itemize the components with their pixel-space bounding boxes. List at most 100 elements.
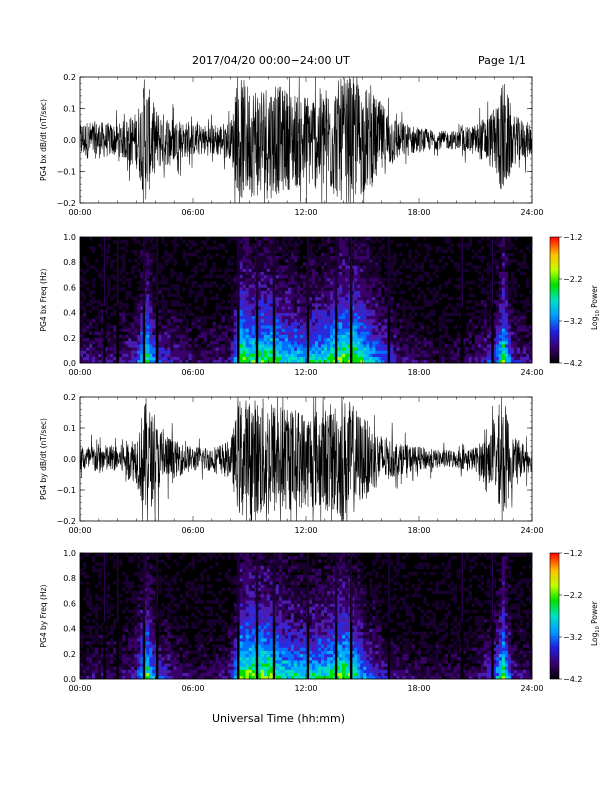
spectrogram-cell (86, 593, 90, 598)
spectrogram-cell (110, 656, 114, 661)
spectrogram-cell (257, 265, 262, 269)
spectrogram-cell (251, 271, 256, 276)
spectrogram-cell (146, 322, 150, 326)
spectrogram-cell (263, 309, 268, 313)
spectrogram-cell (146, 666, 150, 670)
spectrogram-cell (366, 287, 370, 291)
spectrogram-cell (324, 255, 328, 260)
spectrogram-cell (384, 359, 388, 364)
spectrogram-cell (327, 312, 331, 317)
spectrogram-cell (381, 281, 385, 285)
spectrogram-cell (408, 325, 412, 329)
spectrogram-cell (80, 660, 84, 664)
spectrogram-cell (417, 322, 421, 326)
spectrogram-cell (158, 350, 162, 354)
spectrogram-cell (315, 334, 319, 339)
spectrogram-cell (381, 337, 385, 342)
spectrogram-cell (492, 312, 497, 317)
spectrogram-cell (396, 347, 400, 351)
spectrogram-cell (164, 340, 168, 345)
spectrogram-cell (230, 334, 234, 339)
spectrogram-cell (357, 325, 361, 329)
spectrogram-cell (164, 312, 168, 317)
spectrogram-cell (321, 334, 325, 339)
spectrogram-cell (444, 293, 448, 298)
spectrogram-cell (381, 252, 385, 257)
spectrogram-cell (131, 628, 135, 633)
spectrogram-cell (170, 325, 174, 329)
spectrogram-cell (104, 593, 108, 598)
spectrogram-cell (330, 359, 334, 364)
spectrogram-cell (86, 325, 90, 329)
spectrogram-cell (251, 328, 256, 332)
spectrogram-cell (113, 669, 117, 673)
spectrogram-cell (239, 340, 244, 345)
spectrogram-cell (158, 315, 162, 320)
spectrogram-cell (101, 622, 105, 626)
spectrogram-cell (248, 347, 253, 351)
spectrogram-cell (345, 325, 349, 329)
spectrogram-cell (399, 296, 403, 301)
spectrogram-cell (203, 356, 207, 361)
spectrogram-cell (417, 296, 421, 301)
spectrogram-cell (92, 277, 96, 282)
spectrogram-cell (140, 609, 144, 614)
spectrogram-cell (134, 315, 138, 320)
spectrogram-cell (194, 296, 198, 301)
spectrogram-cell (125, 240, 129, 244)
spectrogram-cell (296, 290, 301, 294)
spectrogram-cell (146, 281, 150, 285)
spectrogram-cell (351, 328, 355, 332)
spectrogram-cell (360, 296, 364, 301)
spectrogram-cell (345, 237, 349, 241)
spectrogram-cell (224, 356, 228, 361)
spectrogram-cell (354, 293, 358, 298)
spectrogram-cell (248, 303, 253, 307)
spectrogram-cell (501, 265, 506, 269)
spectrogram-cell (324, 315, 328, 320)
spectrogram-cell (212, 340, 216, 345)
spectrogram-cell (137, 593, 141, 598)
spectrogram-cell (128, 647, 132, 651)
spectrogram-cell (426, 271, 430, 276)
spectrogram-cell (122, 625, 126, 629)
spectrogram-cell (357, 309, 361, 313)
spectrogram-cell (98, 656, 102, 661)
spectrogram-cell (510, 325, 515, 329)
spectrogram-cell (167, 318, 171, 323)
spectrogram-cell (390, 347, 394, 351)
spectrogram-cell (173, 337, 177, 342)
spectrogram-cell (119, 306, 123, 310)
spectrogram-cell (212, 322, 216, 326)
spectrogram-cell (263, 344, 268, 348)
spectrogram-cell (146, 356, 150, 361)
spectrogram-cell (381, 347, 385, 351)
spectrogram-cell (239, 281, 244, 285)
spectrogram-cell (299, 347, 304, 351)
spectrogram-cell (519, 356, 524, 361)
spectrogram-cell (275, 281, 280, 285)
spectrogram-cell (260, 265, 265, 269)
spectrogram-cell (134, 593, 138, 598)
spectrogram-cell (179, 277, 183, 282)
spectrogram-cell (125, 581, 129, 585)
spectrogram-cell (248, 353, 253, 357)
spectrogram-cell (342, 287, 346, 291)
spectrogram-cell (299, 274, 304, 279)
spectrogram-cell (309, 274, 313, 279)
spectrogram-cell (423, 300, 427, 304)
spectrogram-cell (402, 309, 406, 313)
spectrogram-cell (426, 249, 430, 254)
spectrogram-cell (134, 653, 138, 658)
spectrogram-cell (284, 350, 289, 354)
spectrogram-cell (152, 344, 156, 348)
spectrogram-cell (315, 331, 319, 335)
spectrogram-cell (281, 277, 286, 282)
spectrogram-cell (107, 356, 111, 361)
spectrogram-cell (215, 337, 219, 342)
spectrogram-cell (188, 328, 192, 332)
spectrogram-cell (363, 274, 367, 279)
spectrogram-cell (290, 359, 295, 364)
spectrogram-cell (327, 356, 331, 361)
spectrogram-cell (360, 337, 364, 342)
